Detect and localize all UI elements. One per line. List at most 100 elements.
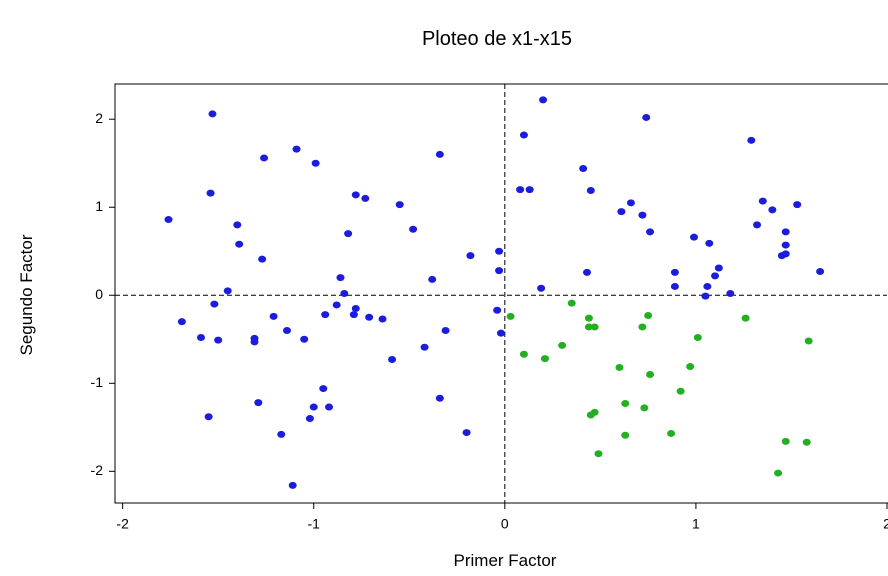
- point: [594, 450, 603, 458]
- point: [701, 292, 710, 300]
- point: [519, 350, 528, 358]
- point: [365, 313, 374, 321]
- point: [670, 282, 679, 290]
- point: [325, 403, 334, 411]
- point: [164, 216, 173, 224]
- point: [204, 413, 213, 421]
- point: [540, 355, 549, 363]
- point: [676, 387, 685, 395]
- point: [781, 228, 790, 236]
- point: [781, 437, 790, 445]
- point: [351, 304, 360, 312]
- point: [214, 336, 223, 344]
- point: [435, 394, 444, 402]
- point: [420, 343, 429, 351]
- point: [210, 300, 219, 308]
- point: [690, 233, 698, 241]
- point: [781, 241, 790, 249]
- y-axis-label: Segundo Factor: [17, 234, 36, 355]
- point: [311, 159, 320, 167]
- point: [288, 481, 297, 489]
- point: [705, 239, 714, 247]
- point: [305, 414, 314, 422]
- point: [644, 312, 653, 320]
- point: [582, 268, 591, 276]
- point: [300, 335, 309, 343]
- point: [525, 186, 534, 194]
- point: [584, 314, 593, 322]
- point: [177, 318, 186, 326]
- point: [802, 438, 811, 446]
- point: [646, 370, 655, 378]
- point: [621, 431, 630, 439]
- point: [361, 194, 370, 202]
- point: [319, 385, 328, 393]
- point: [711, 272, 720, 280]
- point: [441, 326, 450, 334]
- point: [493, 306, 502, 314]
- point: [642, 113, 651, 121]
- point: [277, 430, 286, 438]
- point: [206, 189, 215, 197]
- point: [395, 201, 404, 209]
- point: [621, 400, 630, 408]
- point: [466, 252, 475, 260]
- point: [495, 267, 504, 275]
- y-tick-label: 2: [95, 110, 103, 126]
- point: [506, 312, 515, 320]
- point: [344, 230, 353, 238]
- point: [590, 408, 599, 416]
- point: [235, 240, 244, 248]
- point: [332, 301, 341, 309]
- point: [714, 264, 723, 272]
- point: [208, 110, 217, 118]
- point: [617, 208, 626, 216]
- point: [638, 211, 647, 219]
- point: [351, 191, 360, 199]
- point: [519, 131, 528, 139]
- point: [495, 247, 504, 255]
- point: [250, 338, 259, 346]
- point: [497, 329, 505, 337]
- point: [758, 197, 767, 205]
- point: [640, 404, 649, 412]
- point: [567, 299, 576, 307]
- point: [309, 403, 318, 411]
- point: [703, 282, 712, 290]
- point: [626, 199, 635, 207]
- point: [741, 314, 750, 322]
- point: [781, 250, 790, 258]
- x-tick-label: 1: [692, 516, 700, 532]
- point: [584, 323, 593, 331]
- point: [258, 255, 267, 263]
- point: [349, 311, 358, 319]
- point: [638, 323, 647, 331]
- x-axis-label: Primer Factor: [454, 551, 557, 570]
- y-tick-label: 1: [95, 198, 103, 214]
- point: [667, 429, 676, 437]
- plot-frame: [114, 83, 888, 504]
- point: [615, 363, 624, 371]
- point: [462, 429, 471, 437]
- point: [196, 334, 205, 342]
- point: [646, 228, 655, 236]
- point: [586, 187, 595, 195]
- y-tick-label: 0: [95, 286, 103, 302]
- point: [292, 145, 301, 153]
- point: [269, 312, 278, 320]
- point: [558, 341, 567, 349]
- point: [693, 334, 702, 342]
- y-tick-label: -2: [91, 462, 104, 478]
- point: [378, 315, 387, 323]
- x-tick-label: 0: [501, 516, 509, 532]
- y-tick-label: -1: [91, 374, 104, 390]
- point: [537, 284, 546, 292]
- point: [321, 311, 330, 319]
- point: [590, 323, 599, 331]
- point: [753, 221, 762, 229]
- point: [223, 287, 232, 295]
- point: [516, 186, 525, 194]
- point: [579, 165, 588, 173]
- point: [233, 221, 242, 229]
